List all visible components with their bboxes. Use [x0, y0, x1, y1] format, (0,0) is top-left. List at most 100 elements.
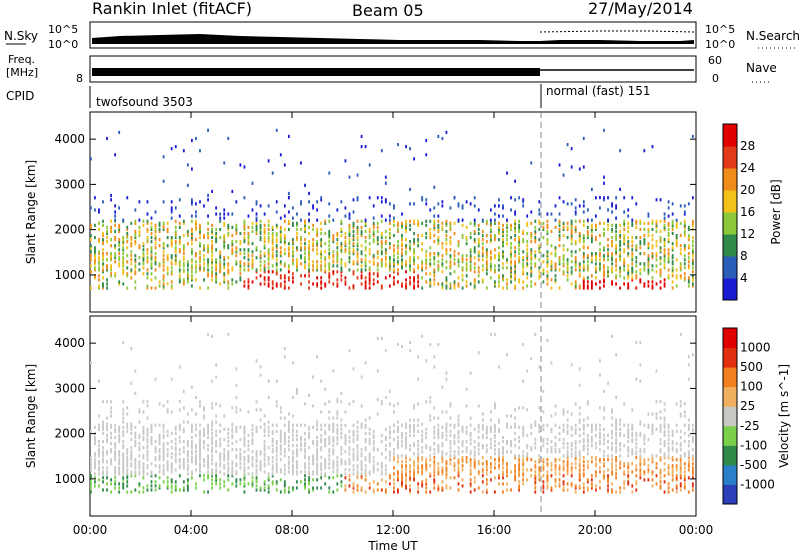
- range-cell: [308, 256, 310, 260]
- range-cell: [356, 254, 359, 258]
- range-cell: [405, 444, 407, 448]
- range-cell: [90, 258, 92, 262]
- range-cell: [263, 488, 266, 492]
- range-cell: [586, 233, 589, 238]
- range-cell: [603, 389, 605, 393]
- range-cell: [562, 408, 565, 412]
- range-cell: [191, 472, 193, 476]
- range-cell: [199, 264, 201, 268]
- range-cell: [292, 486, 294, 490]
- range-cell: [219, 429, 222, 434]
- range-cell: [538, 466, 541, 470]
- range-cell: [296, 452, 298, 456]
- range-cell: [122, 248, 125, 252]
- range-cell: [433, 270, 436, 274]
- range-cell: [538, 425, 541, 429]
- range-cell: [502, 458, 504, 462]
- range-cell: [247, 410, 250, 414]
- range-cell: [122, 458, 125, 462]
- range-cell: [122, 460, 125, 464]
- range-cell: [182, 244, 185, 248]
- range-cell: [453, 468, 456, 472]
- range-cell: [445, 280, 448, 284]
- range-cell: [186, 488, 189, 492]
- range-cell: [247, 482, 250, 486]
- range-cell: [635, 270, 638, 274]
- range-cell: [130, 244, 133, 248]
- range-cell: [494, 248, 496, 252]
- range-cell: [174, 484, 177, 488]
- range-cell: [578, 433, 581, 438]
- range-cell: [441, 442, 444, 446]
- range-cell: [356, 444, 359, 448]
- range-cell: [211, 274, 213, 278]
- range-cell: [372, 254, 375, 258]
- range-cell: [659, 235, 662, 240]
- range-cell: [308, 218, 310, 222]
- range-cell: [360, 258, 363, 262]
- range-cell: [671, 231, 674, 236]
- range-cell: [231, 252, 234, 256]
- range-cell: [191, 214, 193, 218]
- range-cell: [582, 482, 585, 486]
- range-cell: [518, 488, 521, 492]
- range-cell: [405, 437, 407, 442]
- range-cell: [599, 460, 601, 464]
- range-cell: [275, 423, 278, 427]
- range-cell: [122, 268, 125, 272]
- range-cell: [320, 439, 323, 444]
- range-cell: [586, 478, 589, 482]
- range-cell: [195, 462, 197, 466]
- range-cell: [195, 221, 197, 225]
- range-cell: [518, 486, 521, 490]
- range-cell: [643, 268, 646, 272]
- range-cell: [328, 450, 331, 454]
- range-cell: [292, 221, 294, 225]
- range-cell: [239, 248, 242, 252]
- range-cell: [651, 244, 654, 248]
- range-cell: [191, 258, 193, 262]
- range-cell: [174, 262, 177, 266]
- range-cell: [158, 486, 161, 490]
- range-cell: [223, 280, 226, 284]
- range-cell: [397, 227, 399, 232]
- range-cell: [118, 280, 121, 284]
- range-cell: [368, 486, 371, 490]
- range-cell: [263, 212, 266, 216]
- range-cell: [316, 468, 319, 472]
- range-cell: [150, 423, 153, 427]
- range-cell: [259, 450, 262, 454]
- range-cell: [364, 262, 367, 266]
- range-cell: [150, 442, 153, 446]
- range-cell: [207, 474, 209, 478]
- range-cell: [360, 474, 363, 478]
- range-cell: [502, 227, 504, 232]
- range-cell: [514, 219, 516, 223]
- range-cell: [178, 399, 181, 404]
- range-cell: [393, 276, 395, 280]
- range-cell: [138, 462, 141, 466]
- range-cell: [384, 472, 387, 476]
- range-cell: [308, 393, 310, 398]
- range-cell: [655, 252, 658, 256]
- range-cell: [538, 208, 541, 212]
- range-cell: [287, 191, 290, 196]
- range-cell: [203, 478, 205, 482]
- range-cell: [340, 200, 343, 204]
- range-cell: [130, 268, 133, 272]
- range-cell: [251, 462, 254, 466]
- range-cell: [393, 410, 395, 414]
- range-cell: [546, 282, 549, 286]
- range-cell: [586, 486, 589, 490]
- range-cell: [397, 402, 399, 406]
- range-cell: [142, 468, 145, 472]
- range-cell: [413, 221, 415, 225]
- range-cell: [146, 429, 149, 434]
- range-cell: [243, 280, 246, 284]
- range-cell: [393, 429, 395, 434]
- range-cell: [603, 246, 605, 250]
- range-cell: [271, 264, 274, 268]
- range-cell: [607, 270, 609, 274]
- range-cell: [340, 229, 343, 234]
- range-cell: [615, 458, 617, 462]
